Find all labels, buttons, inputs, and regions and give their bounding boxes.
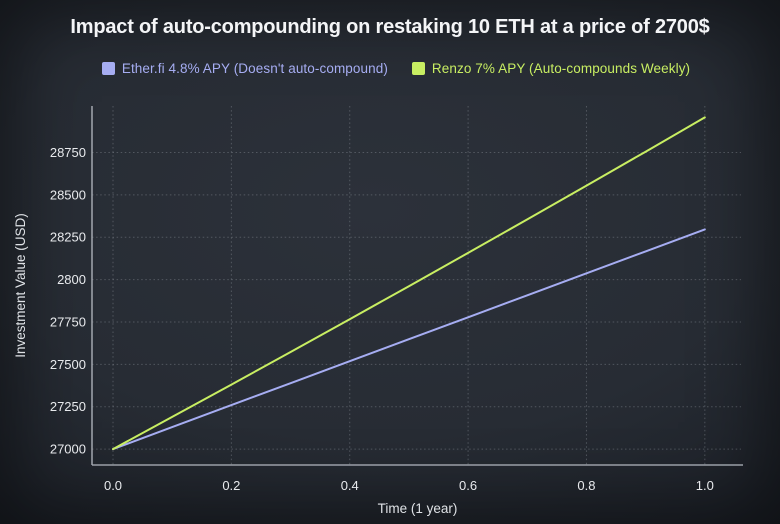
legend-item-etherfi: Ether.fi 4.8% APY (Doesn't auto-compound… — [101, 61, 388, 76]
series-line-renzo — [112, 116, 706, 451]
y-tick-label: 27500 — [50, 357, 86, 372]
y-axis-label: Investment Value (USD) — [13, 213, 28, 358]
legend-item-renzo: Renzo 7% APY (Auto-compounds Weekly) — [411, 61, 691, 76]
y-tick-label: 28500 — [50, 187, 86, 202]
legend: Ether.fi 4.8% APY (Doesn't auto-compound… — [6, 61, 780, 76]
y-tick-label: 27750 — [50, 314, 86, 329]
x-tick-label: 0.6 — [459, 478, 477, 493]
y-tick-label: 27250 — [50, 399, 86, 414]
x-tick-label: 0.8 — [577, 478, 595, 493]
chart-title: Impact of auto-compounding on restaking … — [70, 16, 710, 38]
x-tick-label: 1.0 — [696, 478, 714, 493]
y-tick-label: 28250 — [50, 230, 86, 245]
y-tick-label: 2800 — [57, 272, 86, 287]
series-line-etherfi — [112, 228, 706, 451]
x-axis-label: Time (1 year) — [378, 501, 458, 516]
x-tick-label: 0.4 — [341, 478, 359, 493]
legend-swatch-renzo-icon — [411, 62, 425, 75]
y-tick-label: 28750 — [50, 145, 86, 160]
y-tick-label: 27000 — [50, 442, 86, 457]
x-tick-label: 0.0 — [104, 478, 122, 493]
x-tick-label: 0.2 — [222, 478, 240, 493]
legend-swatch-etherfi-icon — [101, 62, 115, 75]
legend-label-renzo: Renzo 7% APY (Auto-compounds Weekly) — [431, 61, 691, 76]
legend-label-etherfi: Ether.fi 4.8% APY (Doesn't auto-compound… — [121, 61, 388, 76]
